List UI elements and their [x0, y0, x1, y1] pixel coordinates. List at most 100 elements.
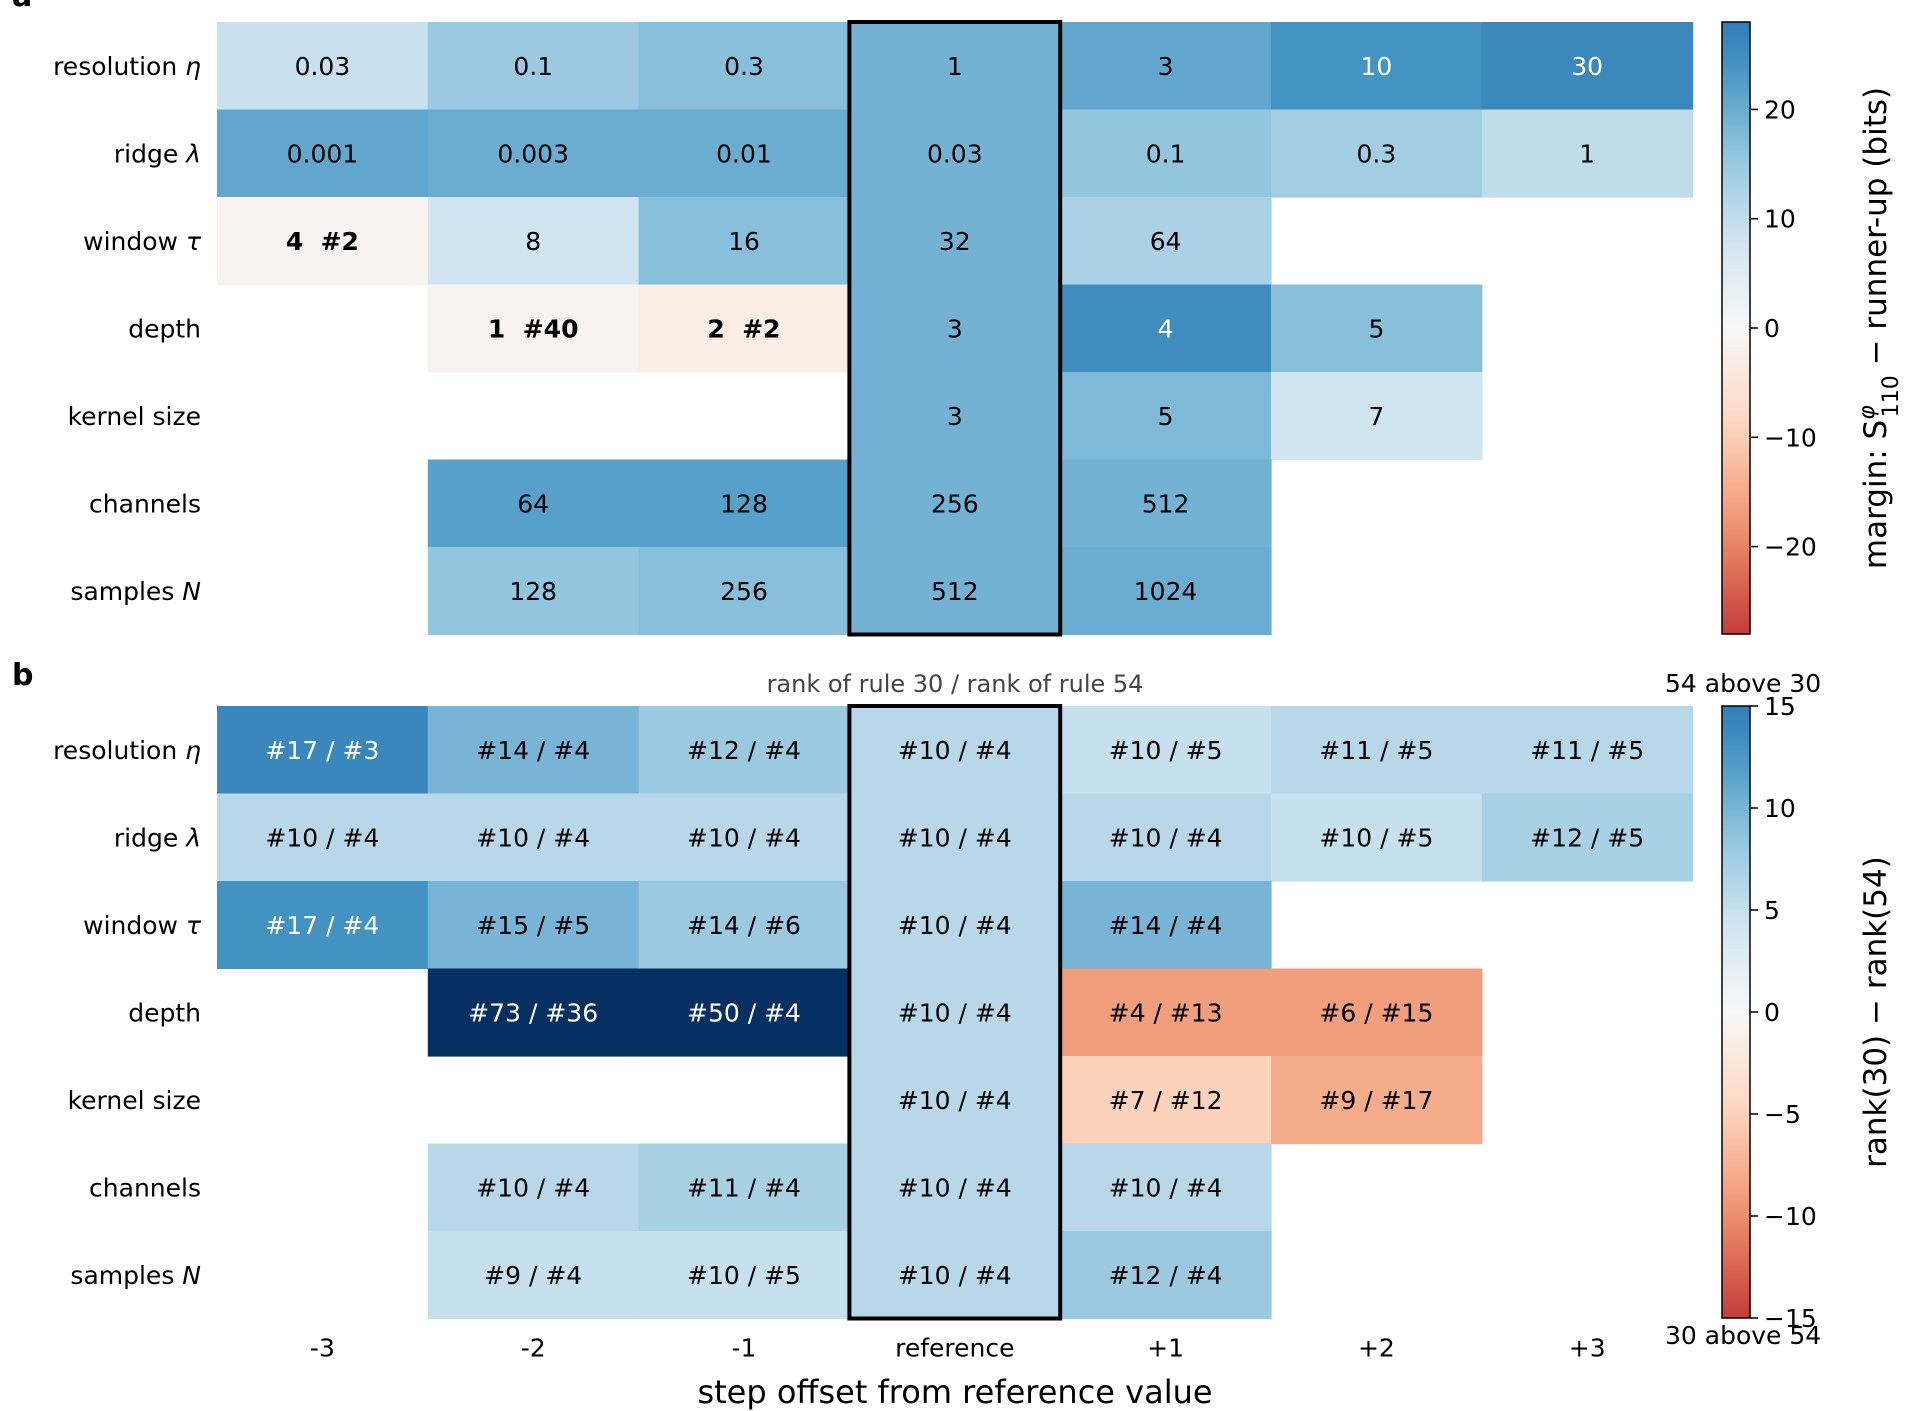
cell-label: #14 / #6 — [687, 911, 801, 940]
x-axis-label: step offset from reference value — [697, 1373, 1212, 1411]
reference-column-outline — [847, 704, 1063, 1321]
cell-label: 0.3 — [1357, 139, 1397, 168]
colorbar-tick-label: −10 — [1764, 1202, 1817, 1231]
heatmap-cell — [849, 1056, 1061, 1145]
colorbar-label: margin: Sφ110 − runner-up (bits) — [1855, 87, 1904, 569]
panel-title: rank of rule 30 / rank of rule 54 — [767, 670, 1144, 698]
reference-column-outline — [847, 20, 1063, 637]
cell-label: #10 / #4 — [476, 1173, 590, 1202]
cell-label: 0.3 — [724, 52, 764, 81]
row-label: channels — [89, 1173, 201, 1202]
heatmap-cell — [427, 22, 640, 111]
heatmap-cell — [638, 1143, 850, 1232]
heatmap-cell — [1271, 968, 1483, 1057]
heatmap-cell — [1481, 22, 1694, 111]
cell-label: 256 — [931, 489, 979, 518]
colorbar-label: rank(30) − rank(54) — [1858, 856, 1894, 1168]
heatmap-cell — [638, 1231, 850, 1320]
heatmap-cell — [849, 372, 1061, 461]
cell-label: 16 — [728, 227, 760, 256]
cell-label: #6 / #15 — [1319, 998, 1433, 1027]
heatmap-cell — [1481, 109, 1694, 198]
heatmap-cell — [638, 968, 850, 1057]
heatmap-cell — [1060, 22, 1272, 111]
cell-label: #50 / #4 — [687, 998, 801, 1027]
heatmap-cell — [638, 22, 850, 111]
cell-label: #9 / #17 — [1319, 1086, 1433, 1115]
heatmap-cell — [1060, 109, 1272, 198]
cell-label: 4 #2 — [286, 227, 359, 256]
row-label: window τ — [83, 911, 202, 940]
cell-label: #14 / #4 — [1109, 911, 1223, 940]
cell-label: 5 — [1368, 314, 1384, 343]
colorbar-tick-label: 5 — [1764, 896, 1780, 925]
cell-label: 2 #2 — [707, 314, 780, 343]
cell-label: 4 — [1158, 314, 1174, 343]
panel-a-letter: a — [12, 0, 32, 14]
cell-label: 128 — [720, 489, 768, 518]
colorbar-tick-label: −10 — [1764, 423, 1817, 452]
heatmap-cell — [217, 881, 429, 970]
heatmap-cell — [849, 547, 1061, 636]
colorbar-tick-label: −20 — [1764, 533, 1817, 562]
colorbar-tick-label: 10 — [1764, 205, 1796, 234]
row-label: samples N — [70, 1261, 201, 1290]
cell-label: #12 / #4 — [1109, 1261, 1223, 1290]
heatmap-cell — [849, 459, 1061, 548]
x-tick-label: -2 — [521, 1334, 546, 1363]
cell-label: #11 / #5 — [1319, 736, 1433, 765]
cell-label: 0.1 — [1146, 139, 1186, 168]
row-label: kernel size — [68, 1086, 201, 1115]
row-label: ridge λ — [114, 139, 201, 168]
cell-label: 30 — [1571, 52, 1603, 81]
heatmap-cell — [849, 197, 1061, 286]
heatmap-cell — [638, 706, 850, 795]
heatmap-cell — [1271, 706, 1483, 795]
cell-label: 3 — [947, 314, 963, 343]
row-label: resolution η — [53, 736, 201, 765]
heatmap-cell — [638, 881, 850, 970]
heatmap-cell — [217, 109, 429, 198]
cell-label: #10 / #4 — [898, 736, 1012, 765]
cell-label: 0.03 — [927, 139, 983, 168]
cell-label: #7 / #12 — [1109, 1086, 1223, 1115]
row-label: kernel size — [68, 402, 201, 431]
heatmap-cell — [427, 881, 640, 970]
heatmap-cell — [849, 109, 1061, 198]
heatmap-cell — [217, 793, 429, 882]
heatmap-cell — [1271, 22, 1483, 111]
x-tick-label: +3 — [1569, 1334, 1606, 1363]
heatmap-cell — [217, 706, 429, 795]
heatmap-cell — [1481, 793, 1694, 882]
heatmap-cell — [638, 284, 850, 373]
heatmap-cell — [427, 1231, 640, 1320]
heatmap-cell — [1271, 372, 1483, 461]
heatmap-cell — [427, 968, 640, 1057]
heatmap-cell — [217, 197, 429, 286]
cell-label: #17 / #4 — [265, 911, 379, 940]
colorbar-tick-label: 0 — [1764, 314, 1780, 343]
cell-label: 1 — [947, 52, 963, 81]
heatmap-cell — [1060, 372, 1272, 461]
heatmap-cell — [1481, 706, 1694, 795]
cell-label: #10 / #5 — [1319, 823, 1433, 852]
heatmap-cell — [1271, 109, 1483, 198]
cell-label: 64 — [1150, 227, 1182, 256]
colorbar-tick-label: 20 — [1764, 95, 1796, 124]
cell-label: #12 / #4 — [687, 736, 801, 765]
cell-label: 0.003 — [497, 139, 569, 168]
x-tick-label: -1 — [732, 1334, 757, 1363]
heatmap-cell — [427, 459, 640, 548]
cell-label: 32 — [939, 227, 971, 256]
cell-label: #11 / #4 — [687, 1173, 801, 1202]
colorbar-bottom-note: 30 above 54 — [1665, 1321, 1821, 1350]
cell-label: 3 — [1158, 52, 1174, 81]
heatmap-cell — [849, 22, 1061, 111]
heatmap-cell — [849, 881, 1061, 970]
colorbar — [1721, 21, 1751, 635]
cell-label: #10 / #4 — [476, 823, 590, 852]
row-label: depth — [128, 314, 201, 343]
heatmap-cell — [427, 793, 640, 882]
cell-label: 1024 — [1134, 577, 1198, 606]
